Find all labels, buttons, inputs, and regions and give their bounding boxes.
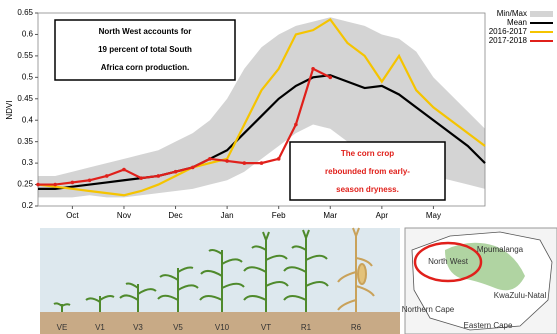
legend-label: 2016-2017 — [489, 27, 528, 36]
stage-label: V3 — [133, 323, 143, 332]
series-point — [139, 176, 143, 180]
stage-label: VT — [261, 323, 271, 332]
annotation-text: season dryness. — [336, 185, 399, 194]
stage-label: V1 — [95, 323, 105, 332]
x-tick-label: Oct — [66, 211, 79, 220]
y-tick-label: 0.4 — [22, 115, 34, 124]
y-tick-label: 0.55 — [17, 51, 33, 60]
annotation-box — [54, 19, 236, 81]
y-axis-label: NDVI — [5, 100, 14, 119]
stage-label: V5 — [173, 323, 183, 332]
x-tick-label: Jan — [221, 211, 234, 220]
series-point — [36, 182, 40, 187]
series-point — [311, 66, 315, 71]
y-tick-label: 0.5 — [22, 72, 34, 81]
series-point — [225, 159, 229, 163]
series-point — [104, 174, 109, 178]
y-tick-label: 0.3 — [22, 158, 34, 167]
stage-label: R1 — [301, 323, 312, 332]
annotation-text: North West accounts for — [99, 27, 192, 36]
x-tick-label: Dec — [168, 211, 182, 220]
annotation-text: rebounded from early- — [325, 167, 410, 176]
map-label: Northern Cape — [402, 305, 455, 314]
x-tick-label: Nov — [117, 211, 131, 220]
annotation-box — [289, 141, 446, 201]
x-tick-label: May — [426, 211, 441, 220]
highlight-ellipse — [413, 241, 483, 283]
y-tick-label: 0.35 — [17, 137, 33, 146]
series-point — [242, 161, 247, 165]
soil — [40, 312, 400, 334]
series-line — [38, 67, 331, 186]
series-point — [190, 165, 195, 170]
y-tick-label: 0.6 — [22, 30, 34, 39]
annotation-text: 19 percent of total South — [98, 45, 192, 54]
x-tick-label: Feb — [272, 211, 286, 220]
series-point — [328, 75, 333, 80]
legend-label: Mean — [507, 18, 527, 27]
series-point — [122, 167, 126, 172]
y-tick-label: 0.2 — [22, 201, 34, 210]
plants — [53, 229, 329, 312]
stage-label: R6 — [351, 323, 362, 332]
series-point — [208, 157, 212, 161]
stage-label: VE — [57, 323, 68, 332]
series-line — [38, 74, 486, 190]
legend-label: Min/Max — [497, 9, 527, 18]
y-tick-label: 0.45 — [17, 94, 33, 103]
y-tick-label: 0.65 — [17, 8, 33, 17]
stage-label: V10 — [215, 323, 230, 332]
annotation-text: Africa corn production. — [101, 63, 189, 72]
min-max-band — [38, 17, 485, 198]
series-point — [294, 122, 298, 127]
series-line — [37, 17, 486, 197]
map-label: Mpumalanga — [477, 245, 524, 254]
x-tick-label: Apr — [376, 211, 389, 220]
map-label: North West — [428, 257, 469, 266]
map-inset — [404, 227, 557, 334]
x-tick-label: Mar — [323, 211, 337, 220]
series-point — [173, 169, 178, 174]
series-point — [53, 182, 57, 187]
plot-frame — [37, 12, 486, 207]
legend-label: 2017-2018 — [489, 36, 528, 45]
mature-plant — [337, 227, 375, 312]
series-point — [156, 174, 161, 178]
series-point — [87, 178, 92, 183]
series-point — [276, 157, 281, 161]
series-point — [259, 161, 264, 165]
growth-illustration — [40, 227, 400, 334]
annotation-text: The corn crop — [341, 149, 394, 158]
map-label: KwaZulu-Natal — [494, 291, 547, 300]
map-label: Eastern Cape — [464, 321, 513, 330]
y-tick-label: 0.25 — [17, 180, 33, 189]
series-point — [70, 180, 75, 185]
